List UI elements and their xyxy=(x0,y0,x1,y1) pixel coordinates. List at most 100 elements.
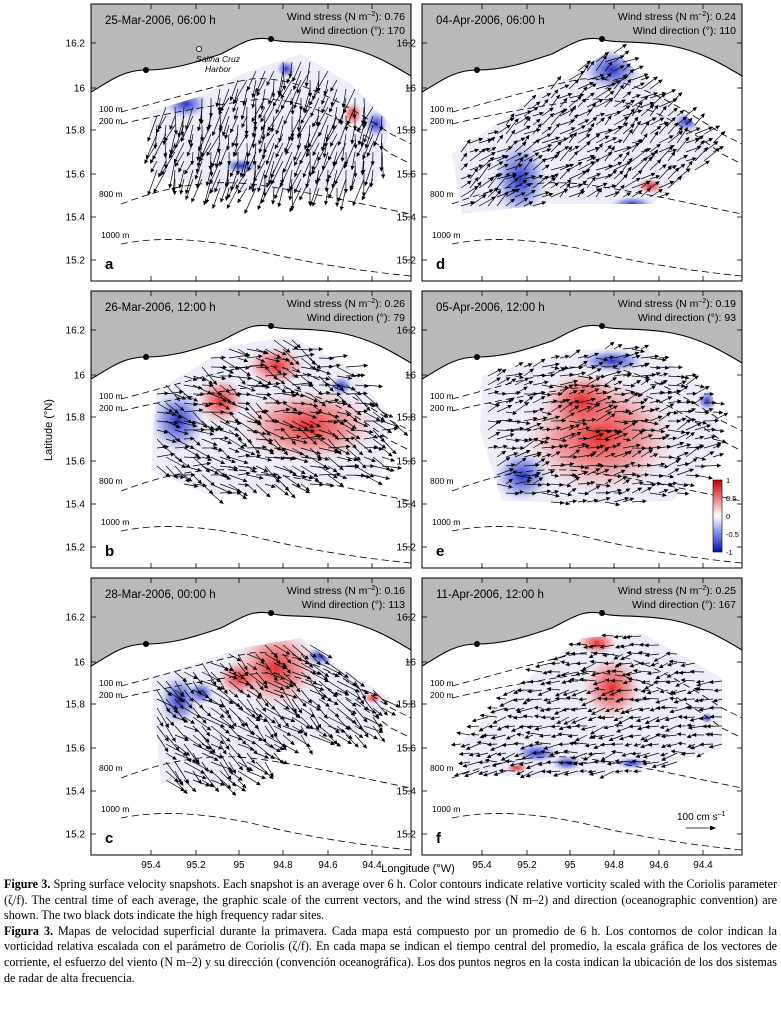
current-vector-head xyxy=(477,760,483,765)
current-vector xyxy=(220,178,230,203)
current-vector-head xyxy=(357,140,362,146)
current-vector-head xyxy=(646,187,652,193)
current-vector-head xyxy=(575,449,581,454)
current-vector-head xyxy=(242,101,247,107)
current-vector-head xyxy=(654,354,660,359)
current-vector xyxy=(172,169,176,192)
current-vector-head xyxy=(588,654,594,659)
current-vector-head xyxy=(625,408,631,414)
current-vector-head xyxy=(481,148,487,153)
panel-letter: c xyxy=(105,830,113,847)
current-vector-head xyxy=(299,728,304,733)
current-vector xyxy=(252,115,257,137)
current-vector-head xyxy=(496,189,502,195)
current-vector-head xyxy=(514,177,519,182)
current-vector-head xyxy=(524,116,530,121)
current-vector-head xyxy=(149,158,154,164)
current-vector xyxy=(327,680,349,695)
current-vector xyxy=(192,734,210,750)
current-vector-head xyxy=(676,389,682,394)
current-vector-head xyxy=(608,404,614,409)
harbor-label: Harbor xyxy=(205,64,232,74)
panel-time: 25-Mar-2006, 06:00 h xyxy=(105,15,216,27)
current-vector-head xyxy=(513,690,518,695)
current-vector-head xyxy=(525,134,530,140)
current-vector-head xyxy=(495,696,501,701)
current-vector-head xyxy=(495,172,500,178)
current-vector-head xyxy=(634,56,640,61)
current-vector-head xyxy=(610,742,615,747)
current-vector-head xyxy=(276,660,281,665)
y-tick-label: 15.6 xyxy=(66,170,86,181)
current-vector-head xyxy=(598,99,604,103)
current-vector-head xyxy=(245,681,251,686)
current-vector-head xyxy=(534,726,540,731)
current-vector-head xyxy=(686,690,692,694)
current-vector-head xyxy=(602,182,608,187)
current-vector-head xyxy=(557,404,563,409)
current-vector-head xyxy=(651,764,657,769)
current-vector-head xyxy=(636,120,641,126)
current-vector-head xyxy=(626,91,632,96)
current-vector-head xyxy=(588,375,594,380)
current-vector-head xyxy=(615,728,621,733)
current-vector-head xyxy=(467,180,472,185)
current-vector-head xyxy=(574,79,580,84)
current-vector-head xyxy=(229,172,234,178)
panel-frame xyxy=(90,290,412,569)
current-vector-head xyxy=(649,104,655,109)
current-vector-head xyxy=(591,176,596,182)
current-vector-head xyxy=(369,183,374,188)
current-vector xyxy=(263,133,275,154)
current-vector-head xyxy=(172,439,177,444)
current-vector-head xyxy=(450,742,456,747)
current-vector-head xyxy=(304,145,309,150)
current-vector-head xyxy=(191,472,196,477)
current-vector-head xyxy=(463,163,468,168)
current-vector-head xyxy=(372,692,378,697)
current-vector-head xyxy=(569,677,575,682)
current-vector-head xyxy=(526,689,532,694)
current-vector-head xyxy=(491,147,497,152)
panel-time: 04-Apr-2006, 06:00 h xyxy=(436,15,545,27)
current-vector-head xyxy=(692,373,697,378)
current-vector-head xyxy=(583,436,588,441)
current-vector-head xyxy=(672,148,678,153)
current-vector-head xyxy=(361,695,366,700)
current-vector-head xyxy=(329,142,334,147)
current-vector-head xyxy=(664,192,670,197)
current-vector-head xyxy=(242,478,248,483)
current-vector-head xyxy=(622,680,628,685)
current-vector xyxy=(288,169,293,193)
current-vector-head xyxy=(670,749,676,754)
current-vector-head xyxy=(316,423,321,428)
current-vector-head xyxy=(519,490,525,495)
current-vector-head xyxy=(540,769,546,774)
current-vector-head xyxy=(668,135,674,140)
current-vector-head xyxy=(645,375,651,380)
current-vector-head xyxy=(262,445,267,450)
current-vector-head xyxy=(614,663,620,668)
current-vector-head xyxy=(619,644,625,649)
current-vector-head xyxy=(246,693,252,698)
current-vector xyxy=(257,187,266,210)
isobath-200m xyxy=(120,98,411,165)
current-vector-head xyxy=(267,392,272,397)
current-vector xyxy=(255,761,274,780)
current-vector-head xyxy=(185,445,190,450)
positive-vorticity-area xyxy=(544,371,620,431)
current-vector-head xyxy=(587,717,593,721)
current-vector-head xyxy=(545,461,550,466)
current-vector-head xyxy=(296,713,301,719)
current-vector-head xyxy=(564,354,570,359)
current-vector-head xyxy=(232,151,237,157)
current-vector-head xyxy=(180,131,185,137)
current-vector-head xyxy=(673,107,678,112)
panel-frame xyxy=(421,577,743,856)
current-vector xyxy=(165,680,183,702)
current-vector-head xyxy=(341,728,346,733)
current-vector xyxy=(233,133,248,157)
current-vector-head xyxy=(663,372,669,377)
current-vector-head xyxy=(263,395,268,401)
current-vector-head xyxy=(296,483,301,488)
